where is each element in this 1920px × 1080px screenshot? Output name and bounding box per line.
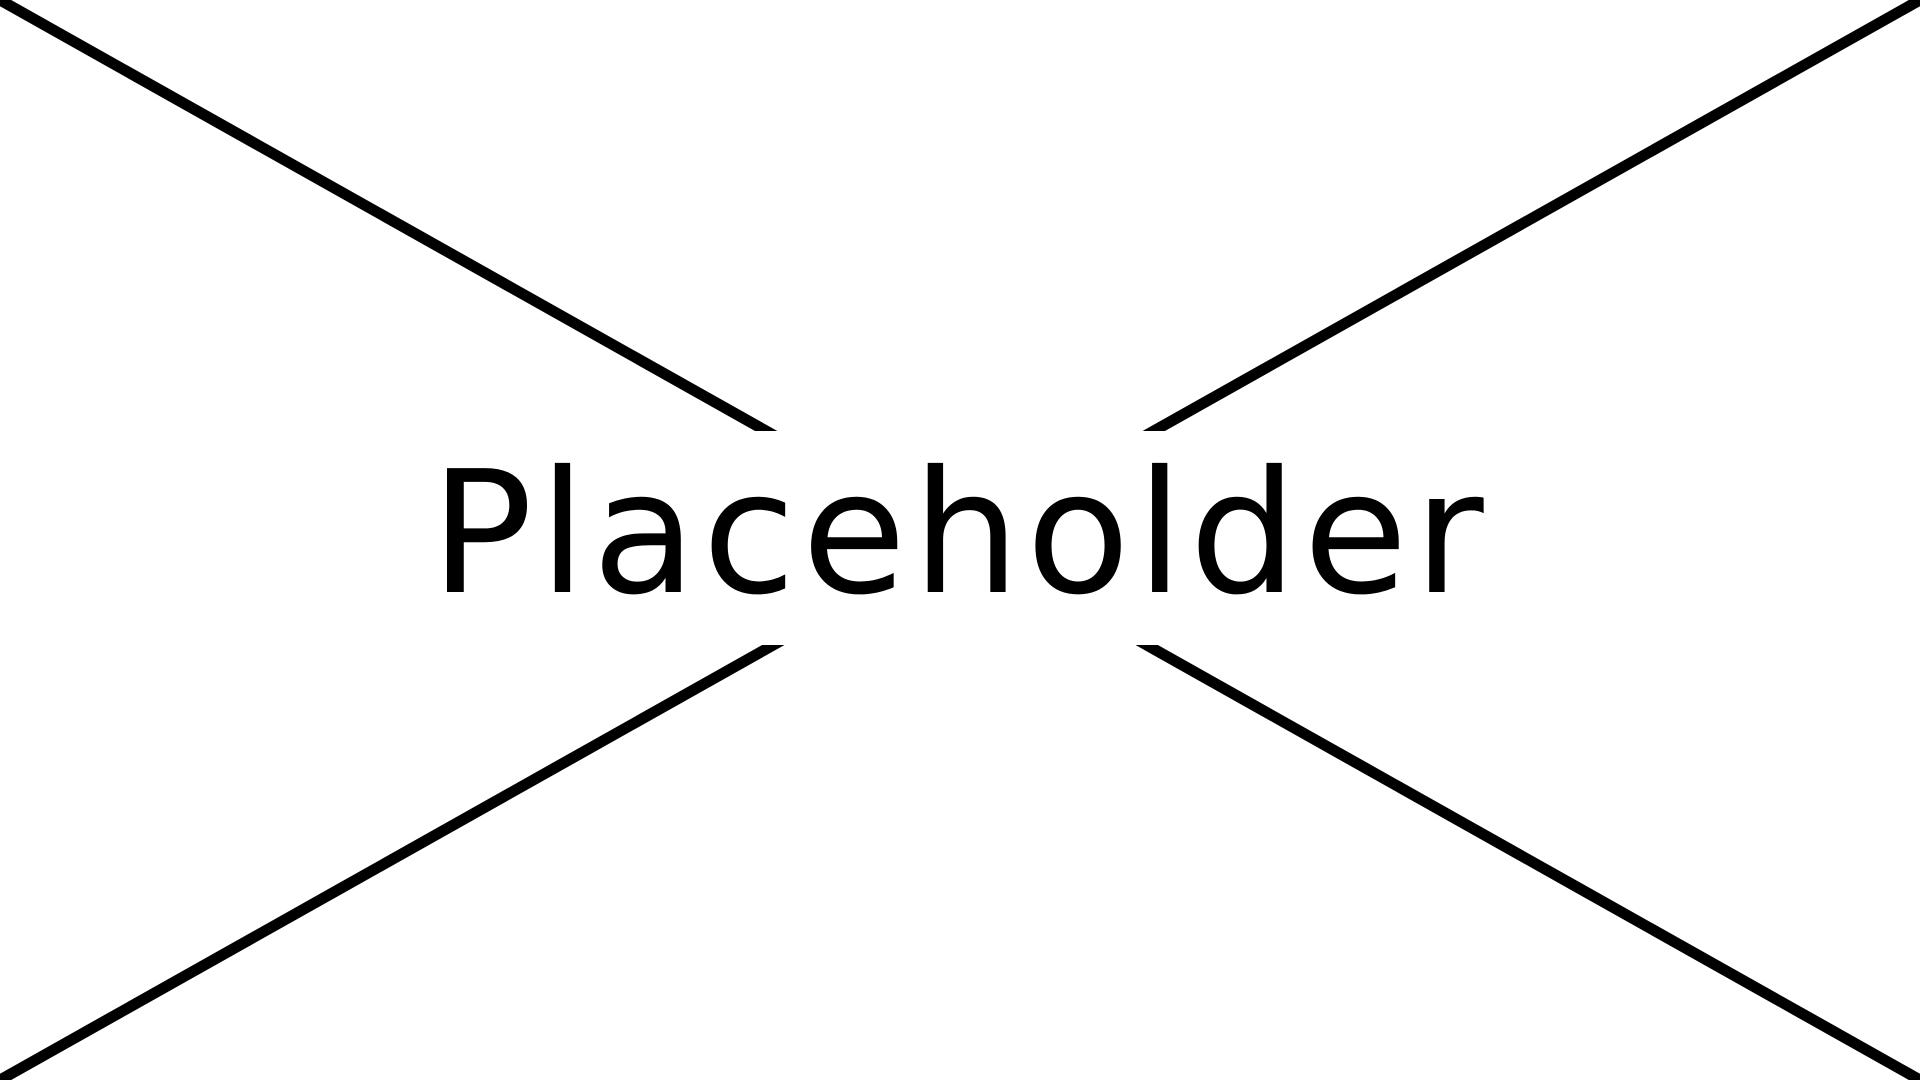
placeholder-canvas: Placeholder — [0, 0, 1920, 1080]
placeholder-cross-graphic — [0, 0, 1920, 1080]
